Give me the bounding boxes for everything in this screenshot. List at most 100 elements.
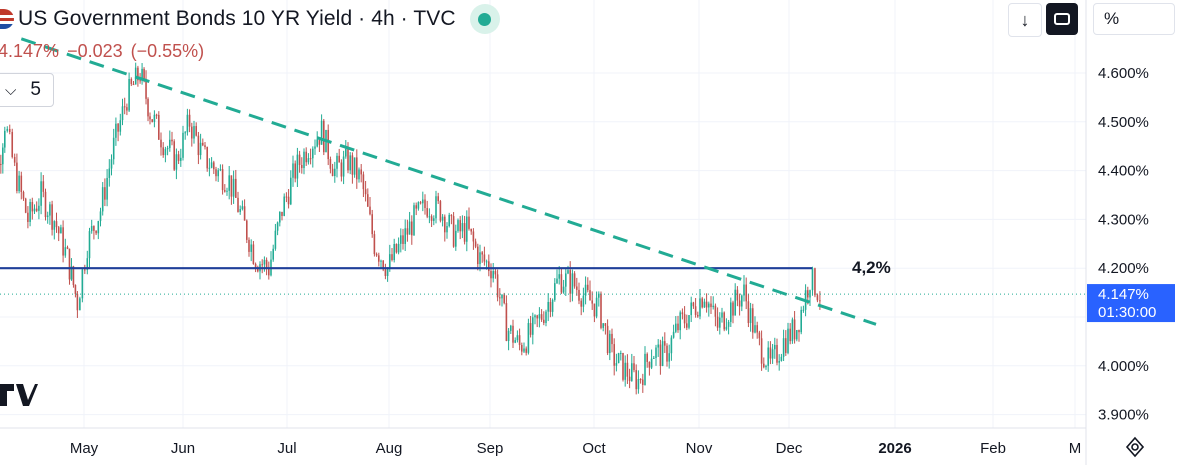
candle-body — [224, 190, 226, 192]
bar-countdown: 01:30:00 — [1098, 304, 1156, 321]
price-tick-label: 4.000% — [1098, 358, 1149, 375]
candle-body — [400, 235, 402, 244]
candle-body — [356, 157, 358, 180]
candle-body — [664, 341, 666, 346]
candle-body — [688, 315, 690, 328]
fullscreen-button[interactable] — [1046, 3, 1078, 35]
candle-body — [488, 261, 490, 272]
candle-body — [653, 357, 655, 359]
candle-body — [642, 379, 644, 385]
candle-body — [573, 273, 576, 287]
candle-body — [723, 312, 725, 330]
candle-body — [580, 300, 582, 307]
candle-body — [496, 274, 499, 298]
scroll-to-latest-button[interactable]: ↓ — [1008, 3, 1042, 37]
interval-value: 5 — [30, 79, 41, 100]
candle-body — [800, 309, 802, 333]
candle-body — [655, 347, 657, 358]
candle-body — [397, 243, 400, 253]
candle-body — [380, 260, 382, 262]
candle-body — [345, 148, 347, 157]
candle-body — [18, 175, 20, 192]
candle-body — [518, 335, 521, 346]
candle-body — [279, 211, 281, 223]
candle-body — [734, 289, 736, 316]
level-label: 4,2% — [852, 258, 891, 277]
candle-body — [49, 204, 51, 216]
drawings[interactable]: 4,2% — [0, 37, 1086, 326]
candle-body — [807, 290, 809, 298]
price-tick-label: 4.600% — [1098, 65, 1149, 82]
candle-body — [241, 206, 244, 210]
candle-body — [584, 284, 587, 296]
candle-body — [672, 331, 675, 338]
candle-body — [132, 84, 135, 86]
candle-body — [215, 169, 217, 177]
candle-body — [602, 323, 604, 328]
candle-body — [265, 259, 268, 268]
symbol-title[interactable]: US Government Bonds 10 YR Yield · 4h · T… — [18, 7, 456, 30]
candle-body — [139, 80, 141, 82]
price-tick-label: 4.500% — [1098, 114, 1149, 131]
candle-body — [81, 269, 84, 299]
tradingview-logo-icon[interactable] — [0, 382, 38, 408]
candle-body — [66, 247, 69, 249]
candle-body — [219, 169, 222, 171]
candle-body — [27, 212, 29, 222]
candle-body — [466, 216, 468, 242]
last-price-box — [1087, 284, 1175, 323]
candle-body — [413, 205, 415, 236]
candle-body — [719, 317, 721, 328]
candle-body — [268, 267, 270, 276]
candle-body — [635, 370, 637, 390]
candle-body — [373, 234, 376, 255]
candle-body — [296, 154, 299, 179]
candle-body — [6, 128, 9, 131]
candle-body — [46, 215, 49, 218]
time-tick-label: Jul — [277, 440, 296, 457]
candle-body — [441, 216, 444, 221]
change-value: −0.023 — [67, 41, 123, 61]
candle-body — [705, 301, 708, 308]
candle-body — [232, 178, 235, 197]
candle-body — [126, 107, 128, 111]
candle-body — [763, 363, 765, 368]
candle-body — [701, 298, 703, 308]
candle-body — [814, 268, 816, 296]
candle-body — [571, 273, 574, 294]
candle-body — [382, 260, 384, 270]
candle-body — [600, 293, 602, 328]
candle-body — [386, 267, 389, 276]
candle-body — [697, 314, 699, 317]
candle-body — [758, 332, 761, 339]
candle-body — [789, 328, 791, 342]
candle-body — [0, 163, 2, 165]
candle-body — [193, 126, 195, 139]
chevron-down-icon[interactable]: ⌵ — [5, 81, 17, 99]
candle-body — [771, 349, 774, 359]
candle-body — [375, 254, 378, 256]
candle-body — [521, 345, 523, 352]
candle-body — [411, 221, 413, 236]
candle-body — [60, 227, 62, 234]
candle-body — [147, 98, 149, 117]
percent-scale-button[interactable]: % — [1093, 3, 1175, 35]
candle-body — [776, 344, 778, 363]
candle-body — [463, 223, 466, 242]
candle-body — [285, 196, 288, 198]
candle-body — [149, 116, 151, 120]
candle-body — [417, 202, 420, 209]
candle-body — [527, 323, 530, 353]
candle-body — [53, 221, 56, 230]
candle-body — [505, 303, 508, 341]
interval-selector[interactable]: ⌵ 5 — [0, 73, 54, 107]
candle-body — [560, 274, 563, 293]
candle-body — [180, 157, 182, 161]
candle-body — [587, 284, 589, 291]
gear-icon[interactable] — [1124, 436, 1146, 458]
candle-body — [562, 286, 565, 293]
price-axis[interactable]: 4.600%4.500%4.400%4.300%4.200%4.100%4.00… — [1098, 65, 1149, 424]
time-axis[interactable]: May Jun Jul Aug Sep Oct Nov Dec 2026 Feb M — [70, 440, 1081, 457]
candle-body — [13, 157, 16, 163]
